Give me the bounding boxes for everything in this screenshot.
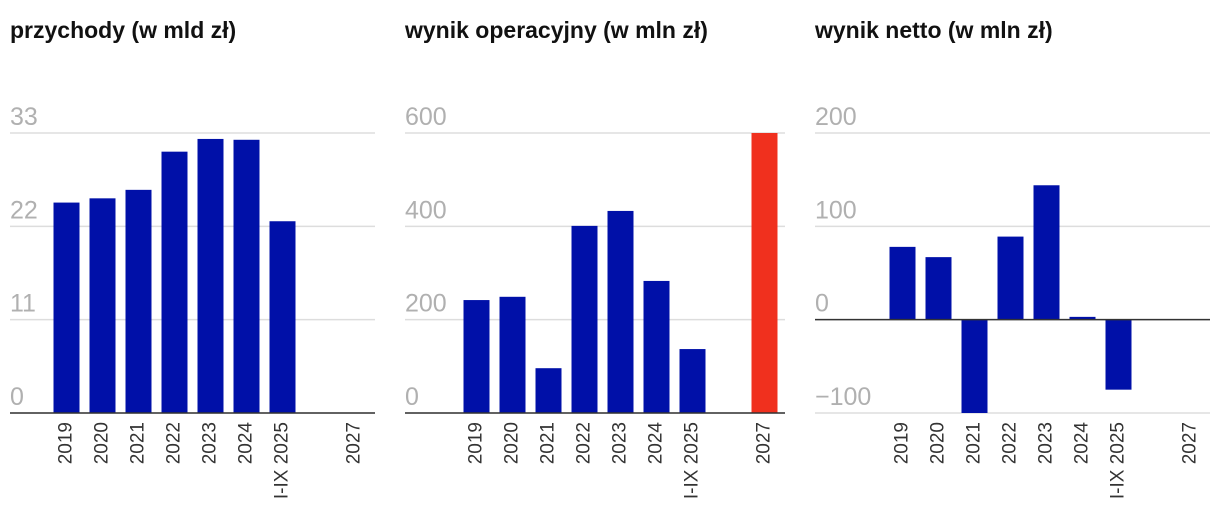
y-tick-label: 200 (405, 290, 447, 318)
bar (751, 133, 778, 413)
chart-title: wynik netto (w mln zł) (814, 17, 1053, 43)
bar (161, 151, 188, 413)
y-tick-label: 0 (10, 383, 24, 411)
x-tick-label: I-IX 2025 (1108, 422, 1129, 499)
x-tick-label: 2019 (892, 422, 913, 464)
y-tick-label: 100 (815, 196, 857, 224)
bar (607, 210, 634, 413)
bar (89, 198, 116, 413)
bar (53, 202, 80, 413)
x-tick-label: 2022 (1000, 422, 1021, 464)
bar (643, 280, 670, 413)
y-tick-label: 600 (405, 103, 447, 131)
bar (197, 138, 224, 413)
bar (535, 368, 562, 413)
y-tick-label: 22 (10, 196, 38, 224)
x-tick-label: 2024 (646, 422, 667, 465)
x-tick-label: 2022 (574, 422, 595, 464)
bar (499, 296, 526, 413)
bar (571, 225, 598, 413)
bar (125, 189, 152, 413)
bar (233, 139, 260, 413)
x-tick-label: 2022 (164, 422, 185, 464)
bar (269, 221, 296, 413)
x-tick-label: 2024 (236, 422, 257, 465)
x-tick-label: 2019 (466, 422, 487, 464)
x-tick-label: 2027 (344, 422, 365, 464)
x-tick-label: 2023 (610, 422, 631, 464)
x-tick-label: 2027 (754, 422, 775, 464)
y-tick-label: 0 (405, 383, 419, 411)
bar (997, 236, 1024, 320)
x-tick-label: 2023 (200, 422, 221, 464)
x-tick-label: 2023 (1036, 422, 1057, 464)
y-tick-label: 200 (815, 103, 857, 131)
bar (961, 319, 988, 413)
bar (925, 257, 952, 320)
y-tick-label: 400 (405, 196, 447, 224)
x-tick-label: 2019 (56, 422, 77, 464)
x-tick-label: I-IX 2025 (682, 422, 703, 499)
x-tick-label: 2020 (502, 422, 523, 464)
bar (1033, 185, 1060, 320)
x-tick-label: 2027 (1180, 422, 1201, 464)
bar (463, 300, 490, 413)
y-tick-label: 0 (815, 290, 829, 318)
bar (1069, 316, 1096, 320)
chart-title: wynik operacyjny (w mln zł) (404, 17, 708, 43)
chart-title: przychody (w mld zł) (10, 17, 236, 43)
bar (679, 349, 706, 413)
y-tick-label: 11 (10, 290, 36, 318)
x-tick-label: 2020 (928, 422, 949, 464)
bar (1105, 319, 1132, 390)
y-tick-label: −100 (815, 383, 871, 411)
x-tick-label: I-IX 2025 (272, 422, 293, 499)
x-tick-label: 2024 (1072, 422, 1093, 465)
bar (889, 246, 916, 320)
x-tick-label: 2020 (92, 422, 113, 464)
y-tick-label: 33 (10, 103, 38, 131)
x-tick-label: 2021 (128, 422, 149, 464)
x-tick-label: 2021 (964, 422, 985, 464)
x-tick-label: 2021 (538, 422, 559, 464)
